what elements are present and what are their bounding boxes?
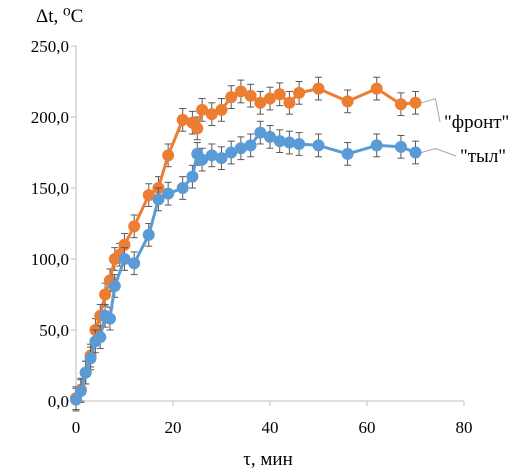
series-label: "тыл"	[460, 146, 506, 167]
data-point	[264, 130, 276, 143]
x-tick-label: 20	[165, 418, 182, 437]
data-point	[196, 103, 209, 116]
data-point	[283, 96, 296, 109]
x-tick-label: 40	[262, 418, 279, 437]
data-point	[312, 82, 325, 95]
data-point	[394, 140, 407, 153]
data-point	[108, 279, 121, 292]
data-point	[234, 85, 247, 98]
data-point	[225, 146, 238, 159]
series-labels: "фронт" "тыл"	[421, 98, 509, 167]
x-tick-label: 80	[456, 418, 473, 437]
data-point	[94, 331, 107, 344]
data-point	[103, 312, 116, 325]
data-point	[176, 182, 189, 194]
data-point	[74, 385, 87, 398]
data-point	[244, 89, 257, 102]
data-point	[409, 146, 422, 159]
data-point	[225, 91, 238, 104]
series-label-leader	[421, 147, 457, 157]
data-point	[84, 352, 97, 365]
data-point	[234, 142, 247, 155]
data-point	[244, 139, 257, 152]
data-point	[142, 228, 155, 241]
data-point	[293, 86, 306, 99]
data-point	[186, 170, 199, 183]
y-tick-labels: 0,0 50,0 100,0 150,0 200,0 250,0	[31, 37, 69, 411]
x-tick-labels: 0 20 40 60 80	[72, 418, 473, 437]
data-point	[128, 257, 141, 270]
data-point	[205, 149, 218, 162]
y-tick-label: 150,0	[31, 179, 69, 198]
data-point	[254, 96, 267, 109]
x-tick-label: 0	[72, 418, 81, 437]
data-point	[176, 113, 189, 126]
data-point	[128, 220, 141, 233]
data-point	[273, 88, 286, 101]
data-point	[370, 139, 383, 152]
y-tick-label: 0,0	[48, 392, 69, 411]
x-axis-title: τ, мин	[243, 449, 293, 470]
data-point	[312, 139, 325, 152]
data-point	[99, 288, 112, 301]
data-point	[341, 147, 354, 160]
y-axis-title: Δt, ⁰C	[36, 6, 83, 27]
data-point	[254, 126, 267, 139]
data-point	[264, 92, 276, 105]
series-line	[74, 131, 417, 401]
data-point	[394, 98, 407, 111]
data-point	[370, 82, 383, 95]
series-label: "фронт"	[444, 112, 509, 133]
data-point	[293, 137, 306, 150]
data-point	[205, 108, 218, 121]
data-point	[341, 95, 354, 108]
data-point	[162, 187, 175, 200]
y-tick-label: 200,0	[31, 108, 69, 127]
data-point	[142, 189, 155, 202]
series-front	[70, 76, 422, 411]
data-point	[283, 136, 296, 149]
data-point	[118, 253, 131, 265]
data-point	[215, 152, 228, 165]
y-tick-label: 50,0	[39, 321, 69, 340]
data-point	[79, 366, 92, 379]
data-point	[215, 103, 228, 116]
y-tick-label: 250,0	[31, 37, 69, 56]
series-label-leader	[421, 98, 441, 123]
data-point	[409, 96, 422, 109]
data-point	[196, 153, 209, 166]
series-rear	[70, 120, 422, 412]
y-tick-label: 100,0	[31, 250, 69, 269]
x-tick-label: 60	[359, 418, 376, 437]
data-point	[191, 122, 204, 135]
data-point	[162, 149, 175, 162]
data-point	[273, 135, 286, 148]
series-layer	[70, 76, 422, 412]
axes	[71, 45, 465, 406]
data-point	[152, 193, 165, 206]
